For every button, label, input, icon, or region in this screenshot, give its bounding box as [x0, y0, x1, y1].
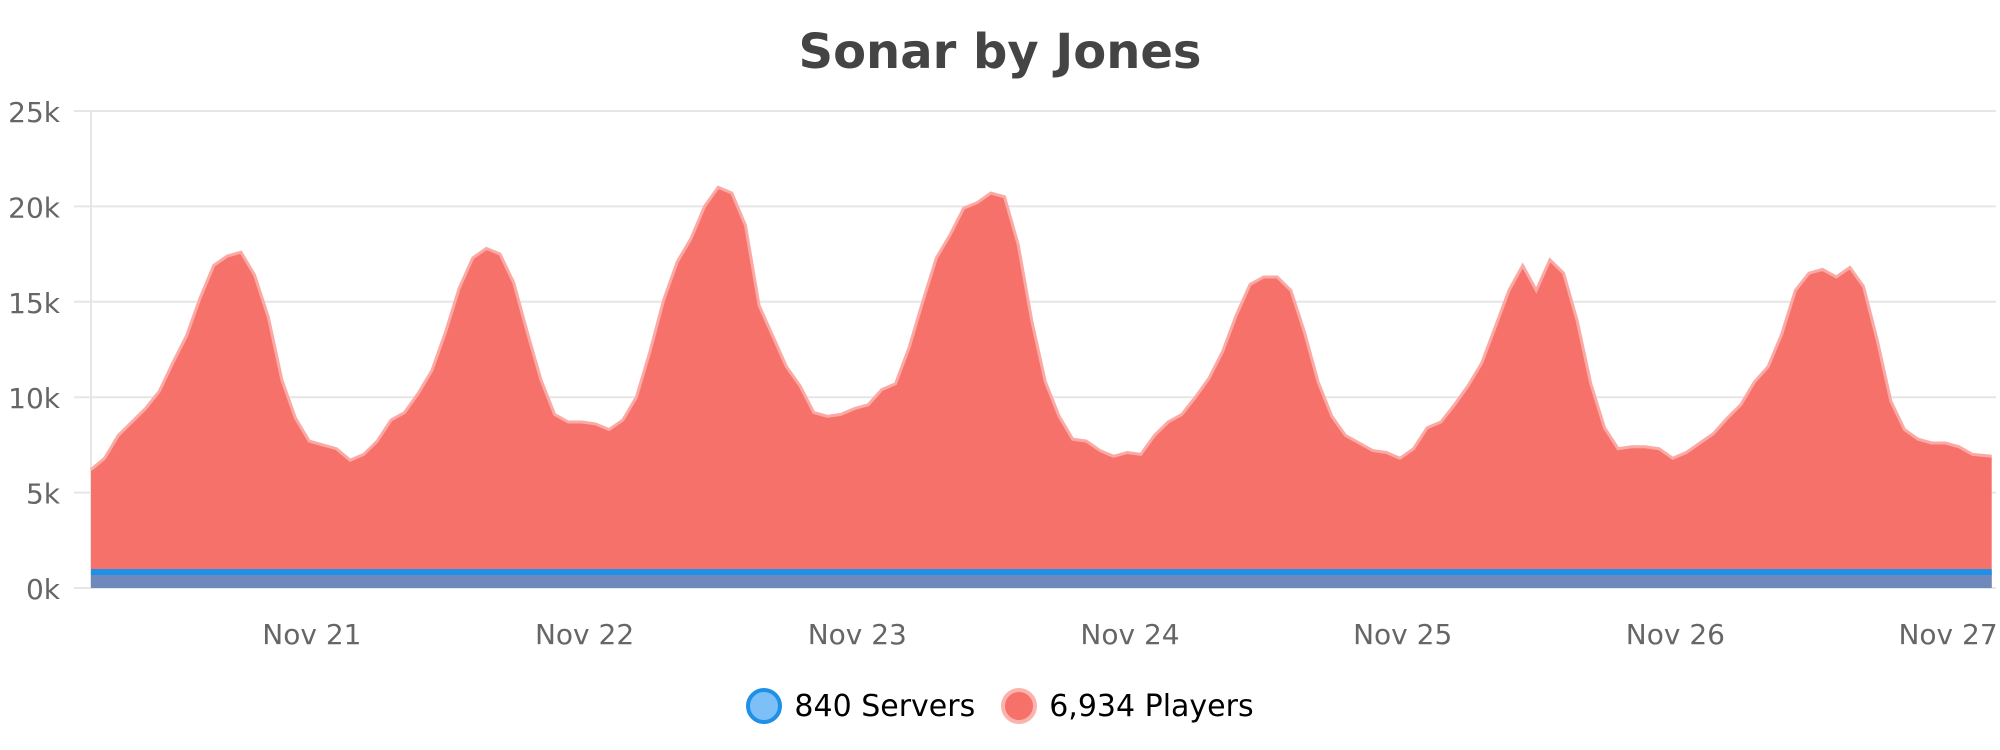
y-tick-label: 5k: [26, 478, 61, 511]
x-tick-label: Nov 27: [1898, 618, 1997, 651]
x-tick-label: Nov 24: [1080, 618, 1179, 651]
y-tick-label: 0k: [26, 573, 61, 606]
legend-item-servers[interactable]: 840 Servers: [746, 688, 975, 724]
y-tick-label: 25k: [8, 96, 61, 129]
players-line: [90, 185, 1992, 471]
legend: 840 Servers 6,934 Players: [0, 688, 2000, 724]
chart-title: Sonar by Jones: [798, 24, 1202, 80]
y-tick-label: 15k: [8, 287, 61, 320]
legend-label-players: 6,934 Players: [1049, 688, 1254, 724]
x-tick-label: Nov 21: [262, 618, 361, 651]
x-tick-label: Nov 25: [1353, 618, 1452, 651]
x-tick-label: Nov 22: [535, 618, 634, 651]
legend-item-players[interactable]: 6,934 Players: [1001, 688, 1254, 724]
x-tick-label: Nov 23: [808, 618, 907, 651]
y-tick-label: 20k: [8, 191, 61, 224]
y-axis-labels: 0k 5k 10k 15k 20k 25k: [8, 96, 61, 606]
y-tick-label: 10k: [8, 382, 61, 415]
legend-label-servers: 840 Servers: [794, 688, 976, 724]
servers-dot-icon: [746, 688, 783, 724]
x-tick-label: Nov 26: [1626, 618, 1725, 651]
players-area[interactable]: [91, 187, 1992, 589]
players-dot-icon: [1001, 688, 1038, 724]
x-axis-labels: Nov 21 Nov 22 Nov 23 Nov 24 Nov 25 Nov 26 Nov …: [262, 618, 1997, 651]
servers-area[interactable]: [91, 571, 1992, 588]
